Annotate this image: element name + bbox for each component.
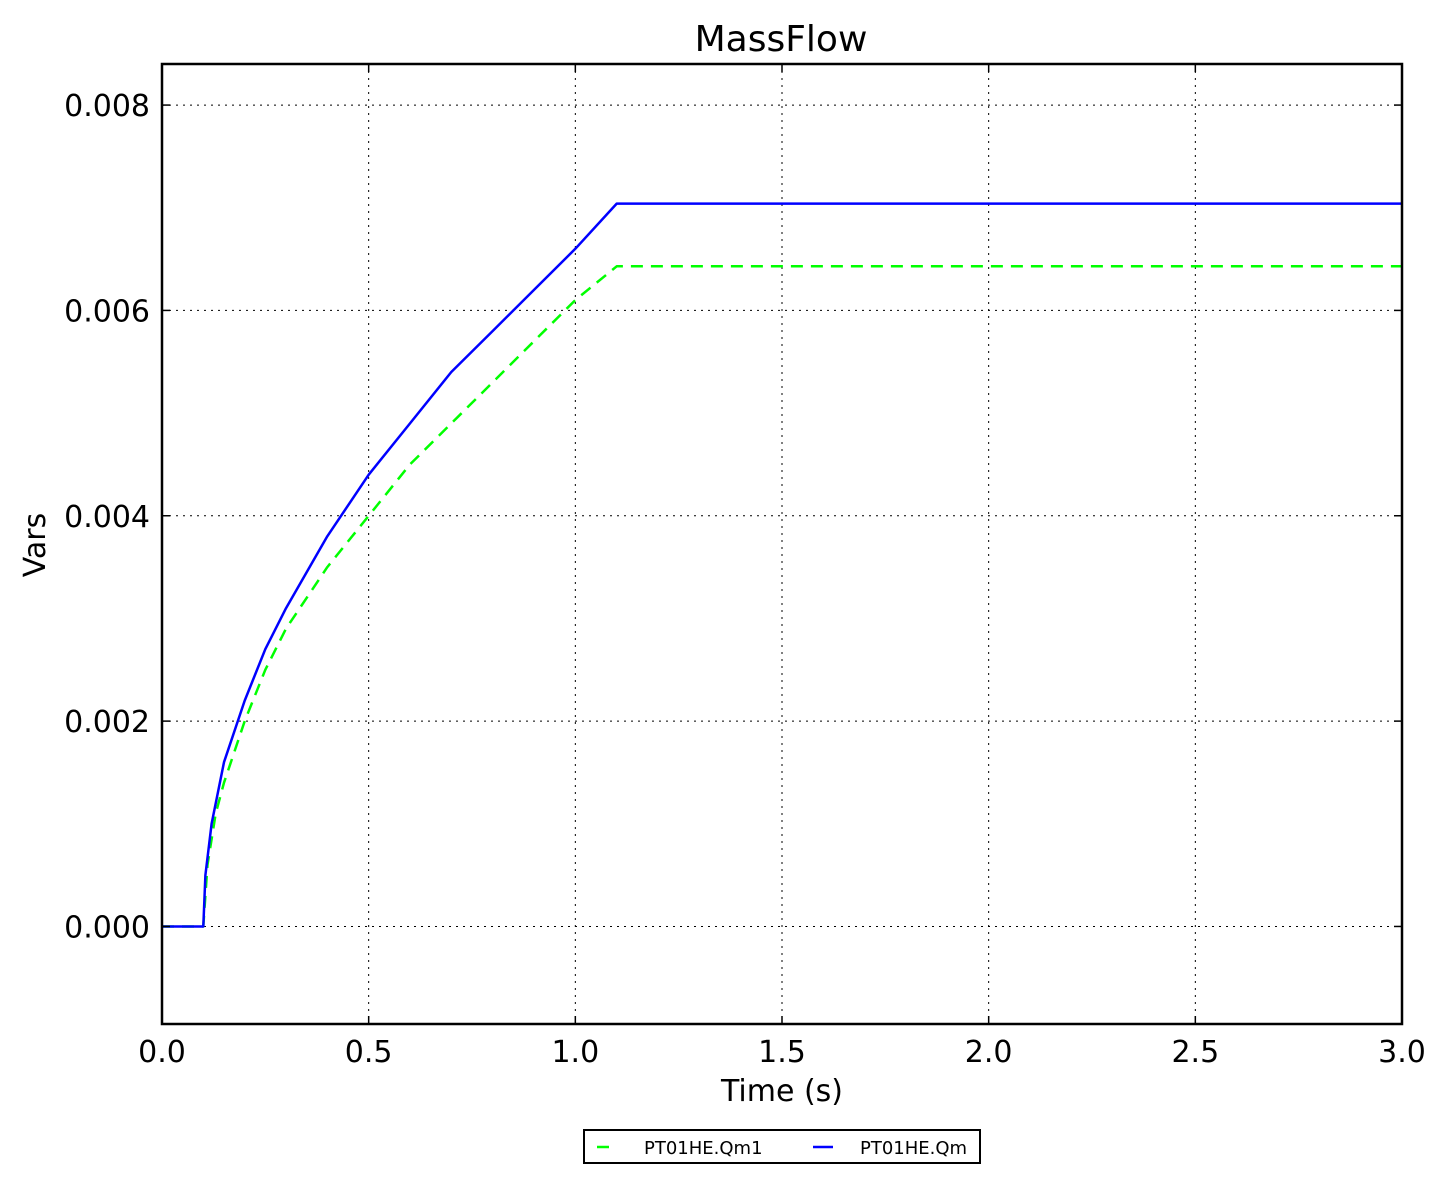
plot-frame: [160, 62, 1404, 1026]
y-tick-label: 0.006: [64, 294, 150, 329]
series-line-pt01he-qm1: [162, 265, 1402, 928]
y-axis-label: Vars: [18, 513, 53, 578]
ticks: 0.0 0.5 1.0 1.5 2.0 2.5 3.0 0.000 0.002 0.004 0.00…: [64, 64, 1426, 1070]
x-tick-label: 3.0: [1378, 1035, 1426, 1070]
chart-title: MassFlow: [695, 19, 868, 60]
x-tick-label: 2.5: [1171, 1035, 1219, 1070]
legend-box: [583, 1129, 981, 1164]
x-tick-label: 1.0: [551, 1035, 599, 1070]
grid: [162, 64, 1402, 1024]
x-tick-label: 1.5: [758, 1035, 806, 1070]
y-tick-label: 0.004: [64, 500, 150, 535]
x-tick-label: 0.0: [138, 1035, 186, 1070]
x-axis-label: Time (s): [720, 1074, 843, 1109]
y-tick-label: 0.008: [64, 89, 150, 124]
series-line-pt01he-qm: [162, 202, 1402, 928]
legend-label: PT01HE.Qm1: [644, 1138, 763, 1159]
legend-label: PT01HE.Qm: [860, 1138, 967, 1159]
y-tick-label: 0.000: [64, 910, 150, 945]
x-tick-label: 2.0: [965, 1035, 1013, 1070]
x-tick-label: 0.5: [345, 1035, 393, 1070]
legend: PT01HE.Qm1 PT01HE.Qm: [583, 1129, 981, 1164]
y-tick-label: 0.002: [64, 705, 150, 740]
series-layer: [162, 202, 1402, 928]
